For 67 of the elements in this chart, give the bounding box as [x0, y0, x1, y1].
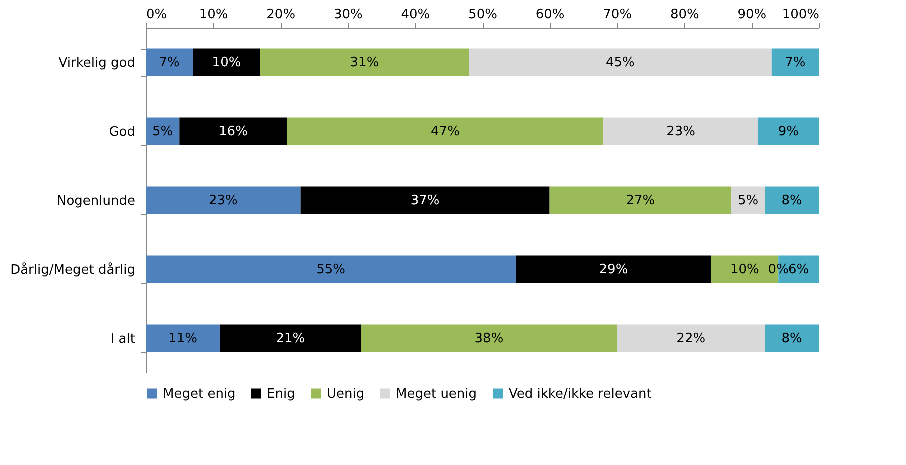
data-label: 5% — [738, 194, 759, 208]
x-tick-label: 10% — [199, 8, 228, 22]
bar — [550, 186, 732, 214]
data-label: 7% — [785, 56, 806, 70]
data-label: 22% — [676, 332, 706, 346]
bar — [146, 324, 220, 352]
data-label: 7% — [159, 56, 180, 70]
bar — [772, 48, 819, 76]
bar — [765, 324, 819, 352]
x-tick-label: 50% — [468, 8, 498, 22]
data-label: 55% — [316, 262, 346, 278]
legend-label: Meget enig — [163, 386, 236, 402]
data-label: 31% — [350, 56, 380, 70]
bar — [732, 186, 766, 214]
x-tick-label: 90% — [738, 8, 767, 22]
data-label: 45% — [606, 56, 635, 70]
data-label: 9% — [778, 124, 800, 140]
data-label: 16% — [219, 124, 248, 140]
x-tick-label: 0% — [146, 8, 168, 22]
data-label: 47% — [431, 124, 460, 140]
data-label: 10% — [212, 56, 242, 70]
bar — [765, 186, 819, 214]
y-tick-label: Dårlig/Meget dårlig — [10, 262, 136, 278]
data-label: 23% — [666, 124, 696, 140]
legend-label: Meget uenig — [396, 386, 478, 402]
x-tick-label: 100% — [782, 8, 820, 22]
legend-label: Enig — [267, 386, 296, 402]
bar — [220, 324, 362, 352]
data-label: 5% — [152, 124, 174, 140]
bar — [180, 118, 288, 146]
legend-label: Uenig — [327, 386, 365, 402]
data-label: 21% — [276, 332, 306, 346]
y-tick-label: I alt — [110, 332, 136, 347]
bar — [260, 48, 470, 76]
bar — [287, 118, 604, 146]
legend-label: Ved ikke/ikke relevant — [509, 386, 652, 402]
data-label: 29% — [599, 262, 628, 278]
bar — [758, 118, 819, 146]
x-tick-label: 70% — [603, 8, 632, 22]
y-tick-label: God — [109, 125, 136, 140]
x-tick-label: 20% — [266, 8, 296, 22]
x-tick-label: 30% — [334, 8, 363, 22]
bar — [146, 256, 516, 284]
y-tick-label: Nogenlunde — [56, 194, 136, 209]
bar — [300, 186, 550, 214]
data-label: 8% — [782, 194, 802, 208]
data-label: 38% — [474, 332, 504, 346]
x-tick-label: 60% — [536, 8, 565, 22]
bar — [617, 324, 766, 352]
bar — [193, 48, 260, 76]
bar — [604, 118, 758, 146]
data-label: 10% — [730, 262, 760, 278]
data-label: 37% — [410, 194, 440, 208]
x-tick-label: 80% — [670, 8, 700, 22]
bar — [146, 186, 301, 214]
data-label: 27% — [626, 194, 656, 208]
data-label: 23% — [208, 194, 238, 208]
bar — [146, 118, 180, 146]
data-label: 6% — [788, 262, 810, 278]
bar — [146, 48, 194, 76]
bar — [516, 256, 712, 284]
y-tick-label: Virkelig god — [58, 56, 136, 71]
data-label: 8% — [782, 332, 802, 346]
x-tick-label: 40% — [401, 8, 430, 22]
bar — [469, 48, 772, 76]
bar — [361, 324, 618, 352]
data-label: 11% — [168, 332, 198, 346]
